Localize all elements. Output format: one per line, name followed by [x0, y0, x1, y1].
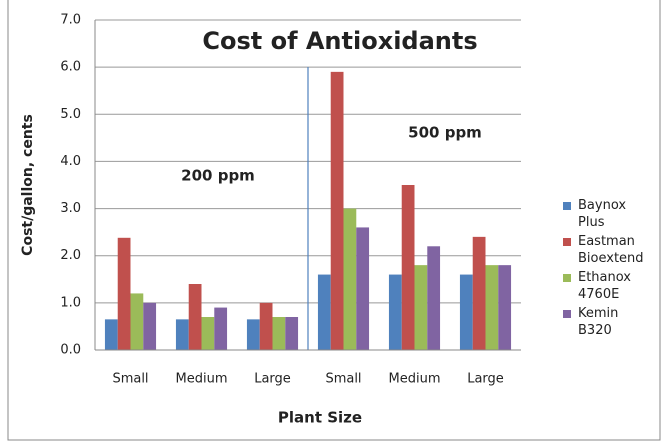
y-tick-label: 1.0: [60, 295, 81, 310]
bar: [459, 274, 473, 350]
x-axis-label: Plant Size: [278, 409, 362, 427]
legend-swatch: [563, 310, 571, 318]
bar: [259, 302, 273, 350]
bar: [356, 227, 370, 350]
bar: [317, 274, 331, 350]
bar: [427, 246, 441, 350]
x-tick-label: Medium: [176, 372, 228, 387]
chart-border: [7, 0, 661, 441]
legend-label: Ethanox 4760E: [578, 270, 632, 302]
bar: [130, 293, 144, 350]
y-axis-label: Cost/gallon, cents: [20, 114, 36, 256]
legend-swatch: [563, 238, 571, 246]
bar: [175, 319, 189, 350]
chart-title: Cost of Antioxidants: [202, 27, 477, 55]
bar: [401, 185, 415, 350]
bar: [285, 317, 299, 350]
bar: [188, 284, 202, 350]
bar: [330, 71, 344, 350]
legend-label: Baynox Plus: [578, 198, 627, 230]
bar: [117, 237, 131, 350]
bar: [472, 236, 486, 350]
legend-swatch: [563, 202, 571, 210]
x-tick-label: Small: [112, 372, 148, 387]
y-tick-label: 4.0: [60, 154, 81, 169]
legend-swatch: [563, 274, 571, 282]
y-tick-label: 3.0: [60, 201, 81, 216]
bar: [214, 307, 228, 350]
x-tick-label: Medium: [389, 372, 441, 387]
y-tick-label: 2.0: [60, 248, 81, 263]
legend-label: Kemin B320: [578, 306, 619, 338]
x-tick-label: Small: [325, 372, 361, 387]
bar: [414, 265, 428, 350]
annotation: 500 ppm: [408, 124, 482, 142]
bar: [485, 265, 499, 350]
bar: [104, 319, 118, 350]
bar: [143, 302, 157, 350]
y-tick-label: 6.0: [60, 60, 81, 75]
x-tick-label: Large: [467, 372, 504, 387]
y-tick-label: 0.0: [60, 343, 81, 358]
annotation: 200 ppm: [181, 167, 255, 185]
bar: [388, 274, 402, 350]
bar: [343, 208, 357, 350]
bar: [498, 265, 512, 350]
bar: [272, 317, 286, 350]
y-tick-label: 7.0: [60, 13, 81, 28]
x-tick-label: Large: [254, 372, 291, 387]
y-tick-label: 5.0: [60, 107, 81, 122]
bar: [246, 319, 260, 350]
bar: [201, 317, 215, 350]
legend-label: Eastman Bioextend: [578, 234, 644, 266]
